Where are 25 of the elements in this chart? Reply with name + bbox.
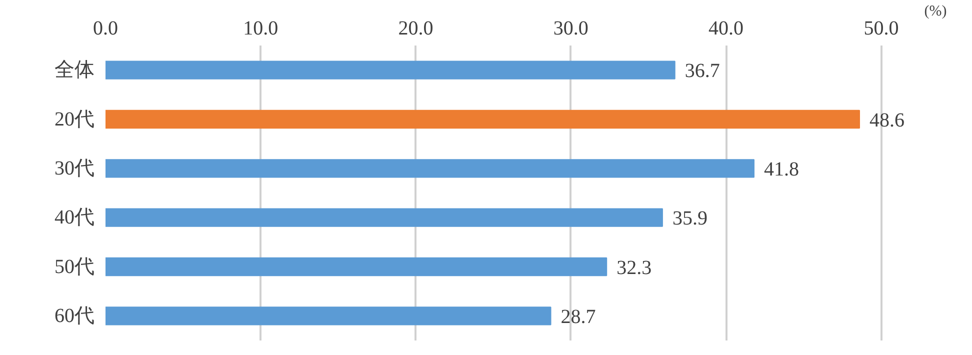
y-tick-label: 50代 [54,256,94,278]
y-tick-label: 20代 [54,108,94,130]
x-axis-title: (%) [924,4,947,20]
x-tick-label: 10.0 [243,18,278,40]
data-label: 35.9 [672,208,708,230]
x-tick-label: 20.0 [398,18,434,40]
data-label: 32.3 [616,256,652,279]
bar [106,159,754,178]
x-tick-label: 50.0 [864,18,899,40]
x-tick-label: 0.0 [93,18,118,40]
x-tick-label: 40.0 [708,18,744,40]
data-label: 28.7 [560,306,596,328]
data-label: 41.8 [764,158,799,180]
bar [106,110,860,129]
bar [106,60,676,80]
data-label: 48.6 [869,109,904,132]
bar [106,306,552,326]
data-label: 36.7 [684,60,720,82]
y-tick-label: 40代 [54,206,94,229]
y-tick-label: 30代 [54,157,94,180]
bar [106,257,608,276]
x-tick-label: 30.0 [553,18,588,40]
y-tick-label: 60代 [54,304,94,327]
bar [106,208,663,227]
y-tick-label: 全体 [54,59,94,82]
